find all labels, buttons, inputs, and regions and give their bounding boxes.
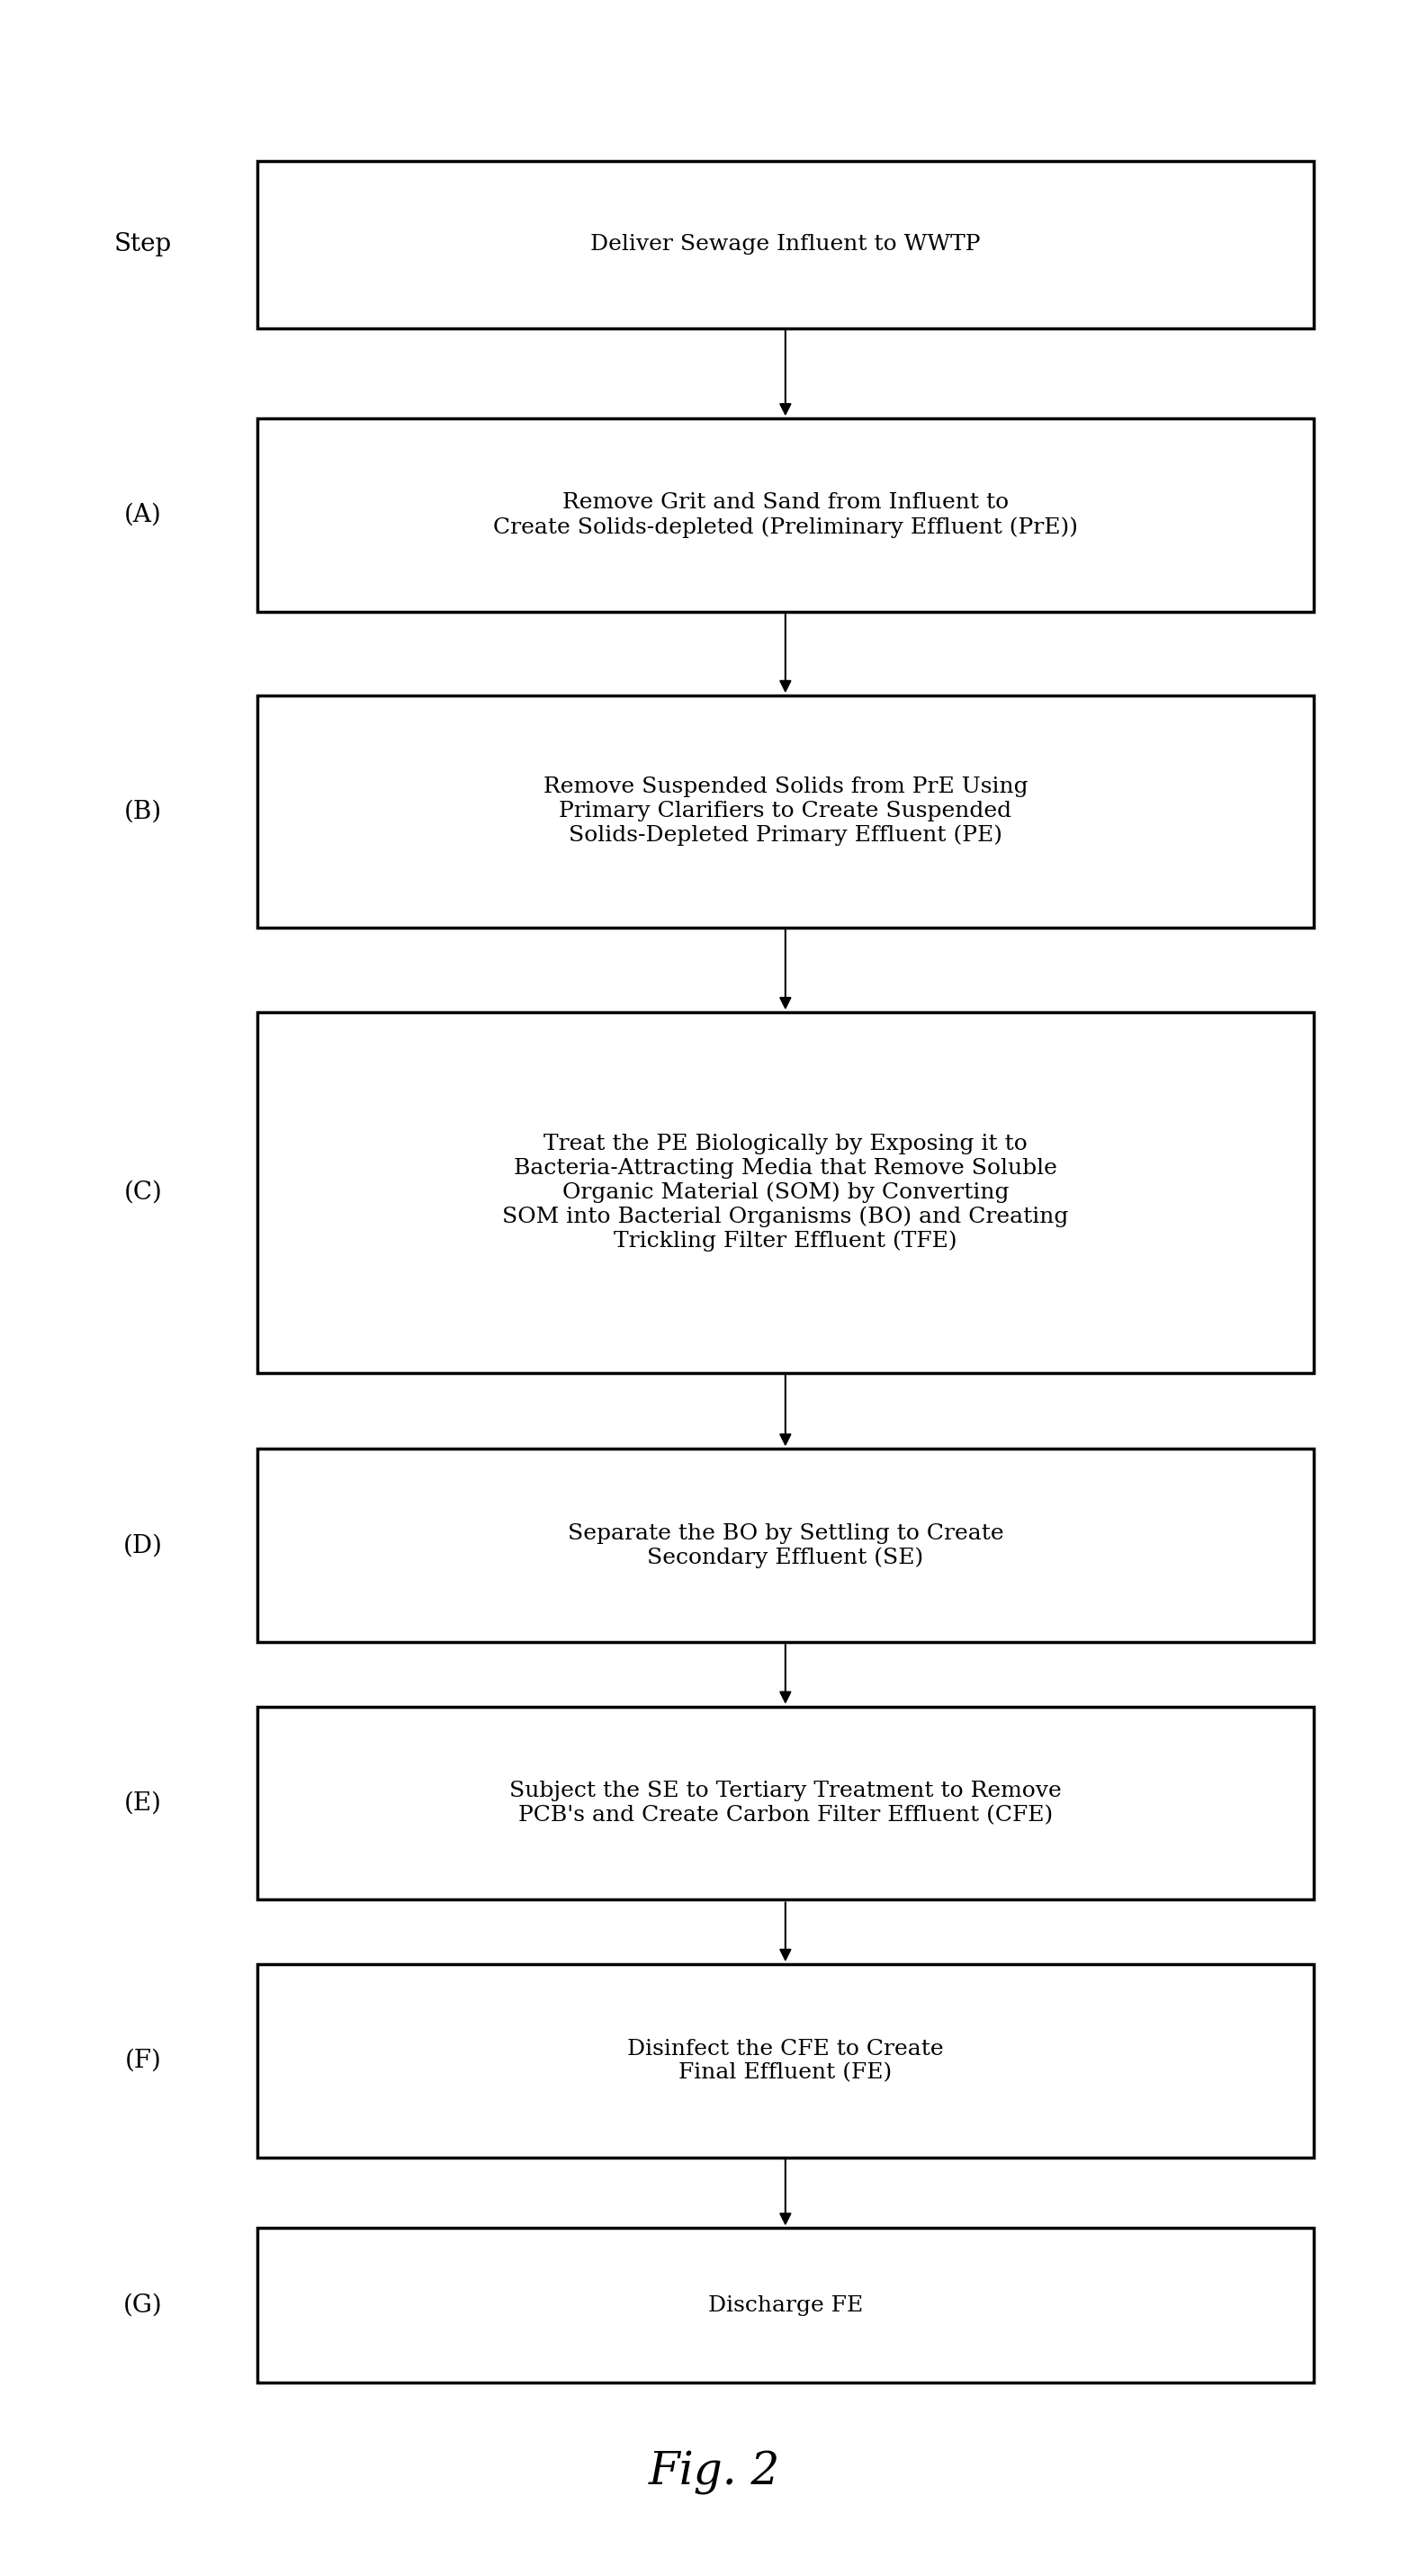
Text: Disinfect the CFE to Create
Final Effluent (FE): Disinfect the CFE to Create Final Efflue… (627, 2038, 944, 2084)
Text: Deliver Sewage Influent to WWTP: Deliver Sewage Influent to WWTP (590, 234, 981, 255)
FancyBboxPatch shape (257, 1705, 1314, 1901)
Text: (B): (B) (124, 799, 161, 824)
Text: Discharge FE: Discharge FE (708, 2295, 863, 2316)
FancyBboxPatch shape (257, 2228, 1314, 2383)
Text: Separate the BO by Settling to Create
Secondary Effluent (SE): Separate the BO by Settling to Create Se… (567, 1522, 1004, 1569)
Text: (G): (G) (123, 2293, 163, 2318)
Text: (D): (D) (123, 1533, 163, 1558)
FancyBboxPatch shape (257, 1448, 1314, 1643)
Text: Treat the PE Biologically by Exposing it to
Bacteria-Attracting Media that Remov: Treat the PE Biologically by Exposing it… (503, 1133, 1068, 1252)
Text: (F): (F) (124, 2048, 161, 2074)
Text: Remove Grit and Sand from Influent to
Create Solids-depleted (Preliminary Efflue: Remove Grit and Sand from Influent to Cr… (493, 492, 1078, 538)
Text: Subject the SE to Tertiary Treatment to Remove
PCB's and Create Carbon Filter Ef: Subject the SE to Tertiary Treatment to … (510, 1780, 1061, 1826)
Text: Remove Suspended Solids from PrE Using
Primary Clarifiers to Create Suspended
So: Remove Suspended Solids from PrE Using P… (543, 778, 1028, 845)
Text: Fig. 2: Fig. 2 (648, 2450, 780, 2496)
FancyBboxPatch shape (257, 696, 1314, 927)
FancyBboxPatch shape (257, 1963, 1314, 2159)
Text: (C): (C) (123, 1180, 163, 1206)
FancyBboxPatch shape (257, 417, 1314, 611)
Text: (A): (A) (124, 502, 161, 528)
Text: (E): (E) (124, 1790, 161, 1816)
FancyBboxPatch shape (257, 160, 1314, 327)
FancyBboxPatch shape (257, 1012, 1314, 1373)
Text: Step: Step (114, 232, 171, 258)
